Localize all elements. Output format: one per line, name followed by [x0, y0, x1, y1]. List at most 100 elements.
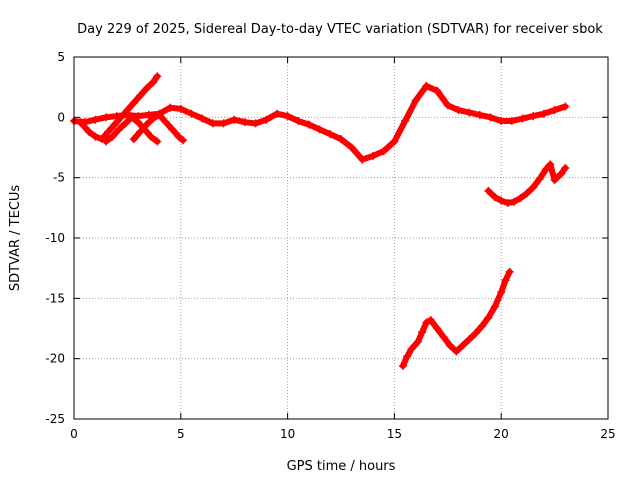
- x-tick-label: 25: [600, 427, 615, 441]
- data-point-marker: [452, 347, 461, 356]
- chart-title: Day 229 of 2025, Sidereal Day-to-day VTE…: [77, 22, 603, 37]
- data-point-marker: [144, 110, 153, 119]
- y-tick-label: -5: [53, 171, 65, 185]
- y-tick-label: -10: [45, 231, 65, 245]
- data-point-marker: [315, 125, 324, 134]
- data-point-marker: [178, 136, 187, 145]
- data-point-marker: [198, 114, 207, 123]
- y-axis-title: SDTVAR / TECUs: [8, 185, 23, 292]
- data-point-marker: [251, 119, 260, 128]
- data-point-marker: [490, 192, 499, 201]
- data-point-marker: [497, 288, 506, 297]
- data-point-marker: [326, 130, 335, 139]
- data-point-marker: [403, 352, 412, 361]
- data-point-marker: [516, 194, 525, 203]
- data-point-marker: [146, 132, 155, 141]
- data-point-marker: [134, 118, 143, 127]
- data-point-marker: [176, 104, 185, 113]
- data-point-marker: [510, 197, 519, 206]
- data-point-marker: [433, 86, 442, 95]
- data-point-marker: [398, 361, 407, 370]
- data-point-marker: [153, 72, 162, 81]
- data-point-marker: [422, 318, 431, 327]
- data-point-marker: [529, 183, 538, 192]
- data-point-marker: [127, 113, 136, 122]
- data-point-marker: [550, 176, 559, 185]
- data-point-marker: [114, 125, 123, 134]
- data-point-marker: [411, 96, 420, 105]
- y-tick-label: 5: [57, 50, 65, 64]
- y-tick-label: -20: [45, 352, 65, 366]
- data-point-marker: [136, 127, 145, 136]
- x-tick-label: 0: [70, 427, 78, 441]
- data-point-marker: [471, 329, 480, 338]
- data-point-marker: [108, 132, 117, 141]
- y-tick-label: -15: [45, 291, 65, 305]
- data-point-marker: [505, 267, 514, 276]
- data-point-marker: [304, 120, 313, 129]
- data-point-marker: [484, 313, 493, 322]
- data-point-marker: [477, 322, 486, 331]
- data-point-marker: [129, 135, 138, 144]
- data-point-marker: [561, 102, 570, 111]
- data-point-marker: [149, 114, 158, 123]
- data-point-marker: [102, 113, 111, 122]
- data-point-marker: [458, 341, 467, 350]
- data-point-marker: [422, 81, 431, 90]
- data-point-marker: [166, 103, 175, 112]
- data-point-marker: [443, 101, 452, 110]
- data-point-marker: [426, 316, 435, 325]
- data-point-marker: [550, 106, 559, 115]
- data-point-marker: [219, 119, 228, 128]
- data-point-marker: [129, 98, 138, 107]
- data-point-marker: [91, 132, 100, 141]
- data-point-marker: [208, 119, 217, 128]
- data-point-marker: [407, 345, 416, 354]
- data-point-marker: [497, 196, 506, 205]
- axis-ticks: 0 5 10 15 20 25 5 0 -5 -10 -15 -20 -25: [45, 50, 615, 441]
- data-point-marker: [439, 332, 448, 341]
- data-point-marker: [142, 84, 151, 93]
- data-point-marker: [433, 324, 442, 333]
- data-point-marker: [369, 151, 378, 160]
- x-tick-label: 5: [177, 427, 185, 441]
- data-point-marker: [294, 116, 303, 125]
- x-tick-label: 20: [494, 427, 509, 441]
- data-point-marker: [465, 108, 474, 117]
- data-point-marker: [518, 114, 527, 123]
- data-point-marker: [358, 155, 367, 164]
- data-point-marker: [557, 170, 566, 179]
- y-tick-label: 0: [57, 110, 65, 124]
- data-point-marker: [445, 341, 454, 350]
- data-point-marker: [484, 186, 493, 195]
- data-point-marker: [522, 189, 531, 198]
- data-point-marker: [503, 199, 512, 208]
- data-point-marker: [379, 147, 388, 156]
- data-point-marker: [347, 143, 356, 152]
- data-point-marker: [123, 106, 132, 115]
- data-point-marker: [116, 113, 125, 122]
- data-points: [70, 72, 570, 370]
- data-point-marker: [454, 106, 463, 115]
- data-point-marker: [174, 132, 183, 141]
- y-tick-label: -25: [45, 412, 65, 426]
- data-point-marker: [546, 160, 555, 169]
- x-tick-label: 15: [387, 427, 402, 441]
- data-point-marker: [561, 164, 570, 173]
- data-point-marker: [76, 118, 85, 127]
- data-point-marker: [475, 110, 484, 119]
- data-point-marker: [497, 116, 506, 125]
- x-tick-label: 10: [280, 427, 295, 441]
- data-point-marker: [168, 125, 177, 134]
- data-point-marker: [91, 115, 100, 124]
- data-point-marker: [507, 116, 516, 125]
- data-point-marker: [149, 78, 158, 87]
- data-point-marker: [110, 120, 119, 129]
- data-point-marker: [121, 119, 130, 128]
- data-point-marker: [413, 337, 422, 346]
- data-point-marker: [418, 328, 427, 337]
- data-point-marker: [501, 276, 510, 285]
- x-axis-title: GPS time / hours: [287, 459, 396, 474]
- data-point-marker: [401, 116, 410, 125]
